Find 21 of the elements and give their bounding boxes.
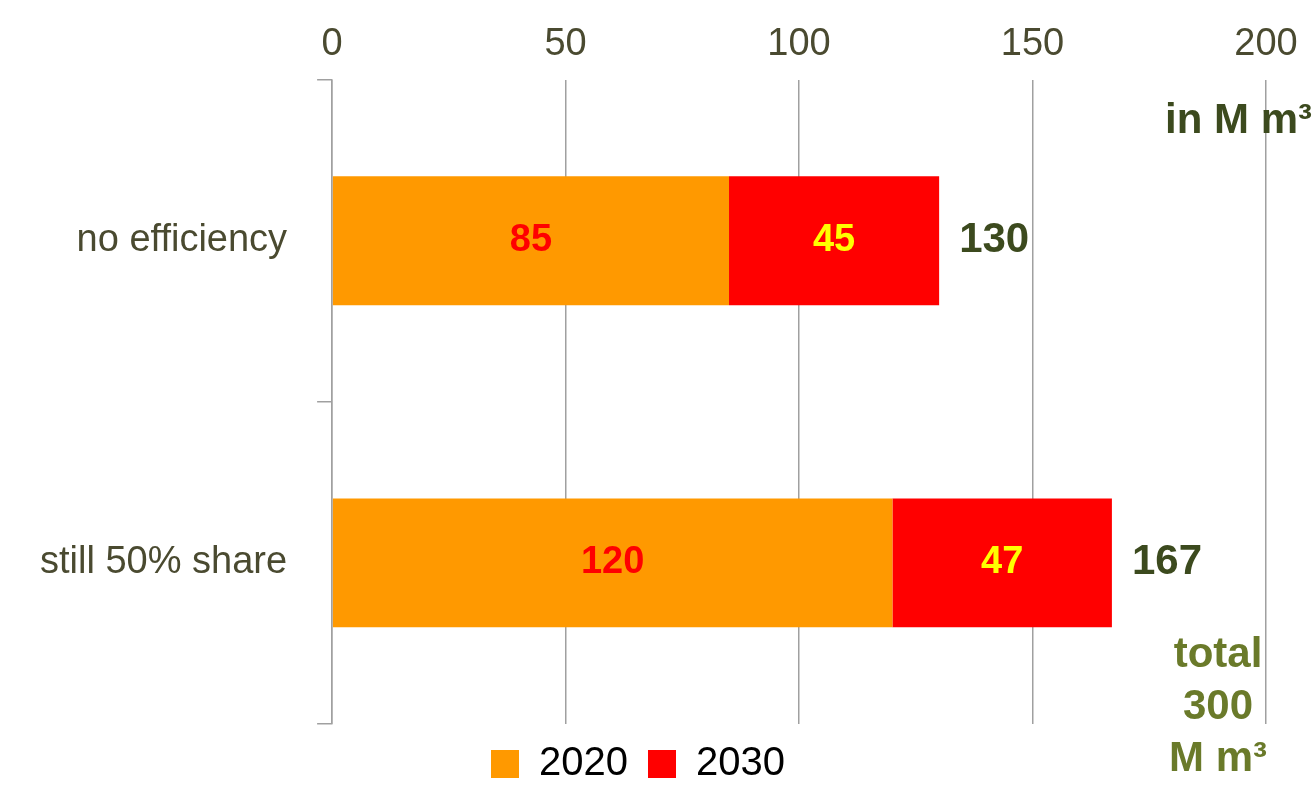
bar [729, 176, 940, 306]
bar [332, 176, 730, 306]
bar [332, 498, 893, 628]
data-label: 45 [812, 217, 856, 260]
y-tick-label: still 50% share [39, 539, 288, 582]
data-label: 47 [981, 539, 1024, 582]
total-label: 130 [959, 214, 1030, 262]
legend-label: 2020 [539, 739, 628, 784]
annotation: total 300 M m³ [1169, 628, 1267, 780]
data-label: 85 [509, 217, 553, 260]
bar [892, 498, 1112, 628]
data-label: 120 [580, 539, 645, 582]
x-tick-label: 0 [321, 21, 343, 64]
x-tick-label: 100 [767, 21, 831, 64]
x-tick-label: 200 [1234, 21, 1298, 64]
legend-label: 2030 [696, 739, 785, 784]
x-tick-label: 50 [544, 21, 587, 64]
x-tick-label: 150 [1000, 21, 1065, 64]
y-tick-label: no efficiency [76, 217, 288, 260]
annotation: in M m³ [1165, 95, 1313, 143]
total-label: 167 [1131, 536, 1202, 584]
